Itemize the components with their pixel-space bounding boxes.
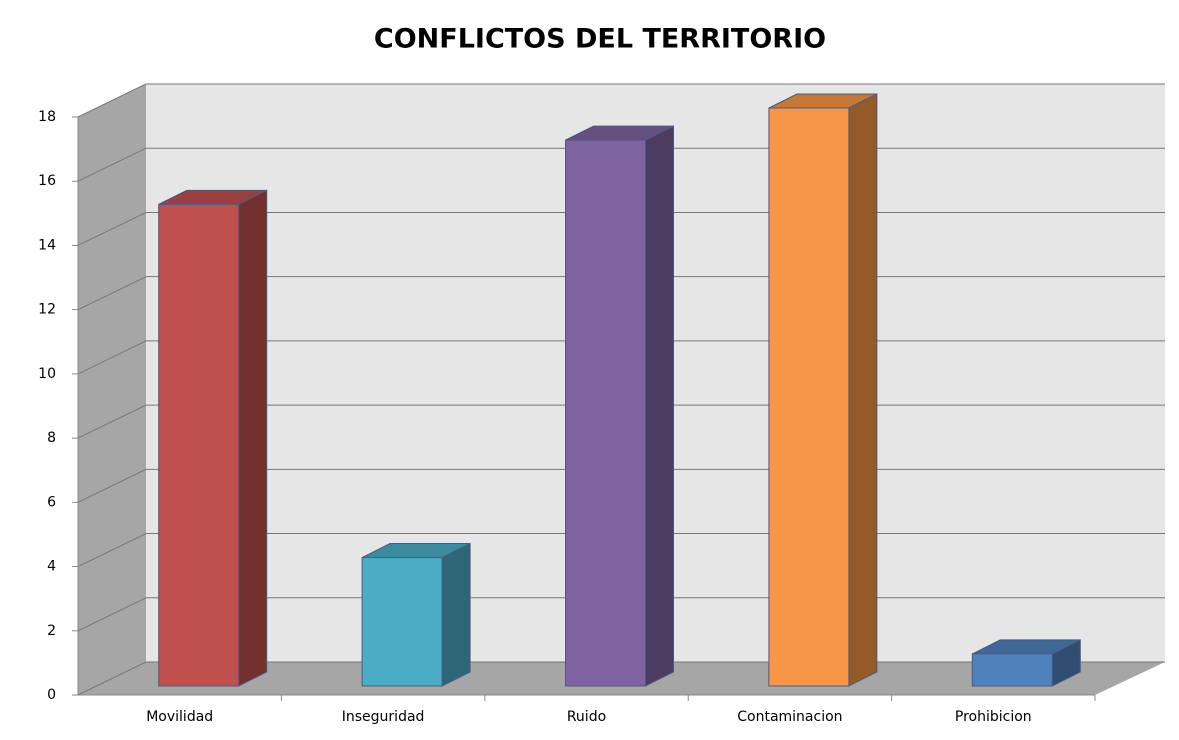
bar	[768, 107, 850, 687]
y-tick-label: 18	[38, 109, 56, 125]
grid-line	[77, 533, 147, 568]
x-tick-label: Movilidad	[146, 709, 213, 725]
x-tick-label: Ruido	[567, 709, 606, 725]
x-tick-label: Prohibicion	[955, 709, 1032, 725]
grid-line	[77, 404, 147, 439]
bar-side	[441, 542, 471, 687]
y-tick-label: 0	[47, 687, 56, 703]
bar	[565, 139, 646, 687]
grid-line	[77, 83, 147, 118]
y-tick-label: 10	[38, 366, 56, 382]
bar	[361, 557, 443, 687]
y-tick-label: 4	[47, 559, 56, 575]
grid-line	[77, 340, 147, 375]
bar-side	[848, 93, 878, 687]
grid-line	[77, 147, 147, 182]
grid-line	[77, 211, 147, 246]
x-tick-label: Contaminacion	[737, 709, 842, 725]
y-tick-label: 14	[38, 237, 56, 253]
y-tick-label: 12	[38, 302, 56, 318]
y-tick-label: 2	[47, 623, 56, 639]
grid-line	[77, 276, 147, 311]
x-tick-label: Inseguridad	[342, 709, 425, 725]
y-tick-label: 6	[47, 494, 56, 510]
grid-line	[77, 661, 147, 696]
bar	[158, 203, 240, 687]
y-tick-label: 16	[38, 173, 56, 189]
grid-line	[77, 468, 147, 503]
y-tick-label: 8	[47, 430, 56, 446]
chart-title: CONFLICTOS DEL TERRITORIO	[374, 24, 826, 55]
bar-side	[238, 189, 268, 687]
side-wall	[78, 84, 146, 695]
bar-side	[645, 125, 674, 687]
bar	[971, 653, 1053, 687]
grid-line	[77, 597, 147, 632]
